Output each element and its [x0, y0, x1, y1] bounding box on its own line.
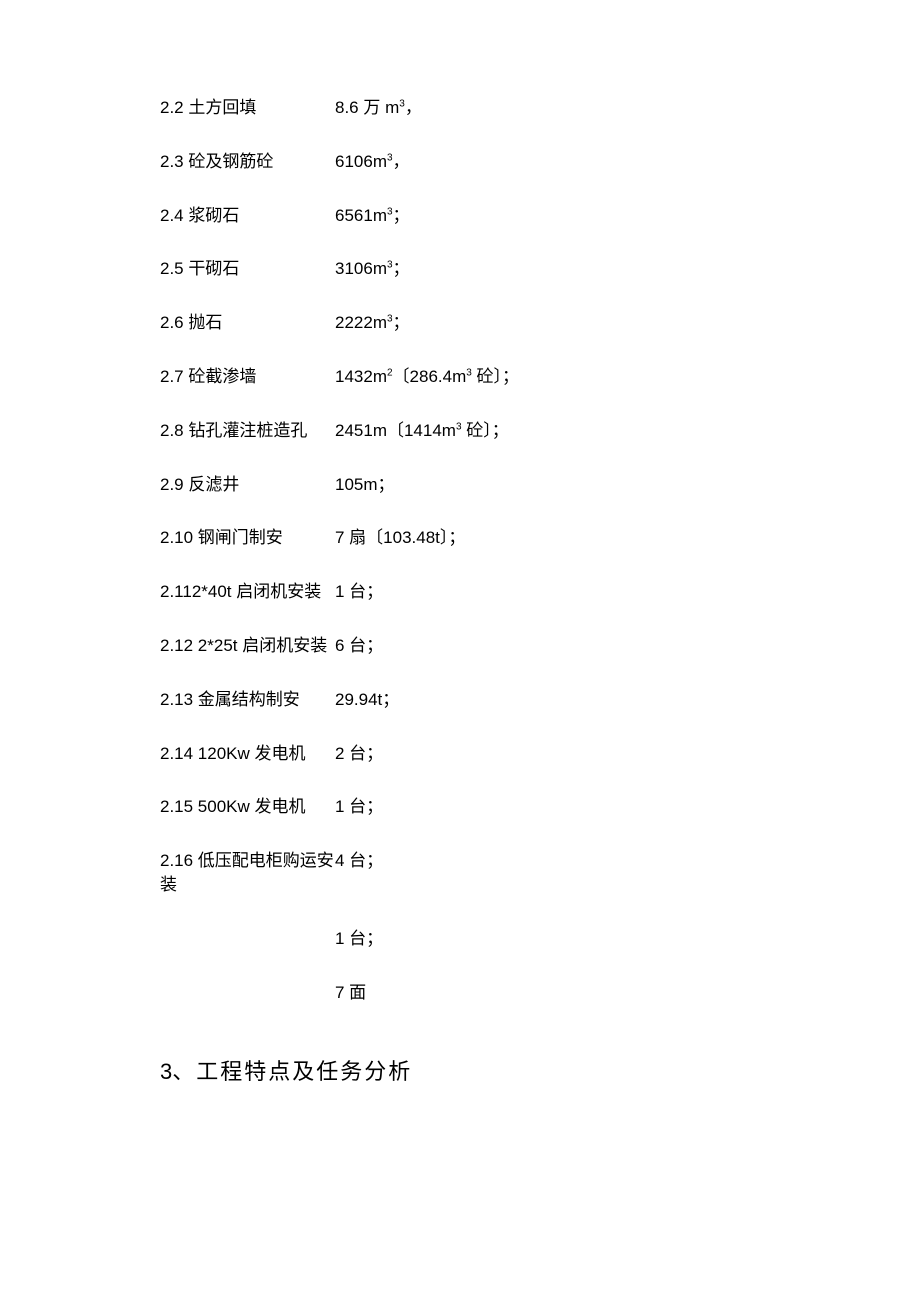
- spec-row: 7 面: [160, 981, 760, 1005]
- spec-label: 2.3 砼及钢筋砼: [160, 150, 335, 174]
- spec-value: 1 台；: [335, 927, 383, 951]
- spec-label: 2.2 土方回填: [160, 96, 335, 120]
- spec-row: 2.3 砼及钢筋砼 6106m3，: [160, 150, 760, 174]
- spec-label: 2.16 低压配电柜购运安装: [160, 849, 335, 897]
- spec-row: 2.10 钢闸门制安 7 扇〔103.48t〕；: [160, 526, 760, 550]
- spec-label: 2.14 120Kw 发电机: [160, 742, 335, 766]
- spec-value: 105m；: [335, 473, 395, 497]
- spec-row: 2.16 低压配电柜购运安装 4 台；: [160, 849, 760, 897]
- spec-value: 3106m3；: [335, 257, 410, 281]
- section-heading: 3、工程特点及任务分析: [160, 1054, 760, 1086]
- spec-label: 2.8 钻孔灌注桩造孔: [160, 419, 335, 443]
- spec-label: 2.15 500Kw 发电机: [160, 795, 335, 819]
- spec-value: 6 台；: [335, 634, 383, 658]
- spec-label: 2.5 干砌石: [160, 257, 335, 281]
- document-page: 2.2 土方回填 8.6 万 m3， 2.3 砼及钢筋砼 6106m3， 2.4…: [0, 0, 920, 1304]
- spec-row: 2.7 砼截渗墙 1432m2〔286.4m3 砼〕；: [160, 365, 760, 389]
- spec-row: 2.8 钻孔灌注桩造孔 2451m〔1414m3 砼〕；: [160, 419, 760, 443]
- spec-label: 2.4 浆砌石: [160, 204, 335, 228]
- spec-row: 2.112*40t 启闭机安装 1 台；: [160, 580, 760, 604]
- spec-value: 4 台；: [335, 849, 383, 873]
- spec-value: 7 扇〔103.48t〕；: [335, 526, 465, 550]
- spec-value: 7 面: [335, 981, 366, 1005]
- spec-label: 2.112*40t 启闭机安装: [160, 580, 335, 604]
- spec-value: 8.6 万 m3，: [335, 96, 422, 120]
- spec-value: 2 台；: [335, 742, 383, 766]
- spec-label: 2.12 2*25t 启闭机安装: [160, 634, 335, 658]
- spec-row: 2.9 反滤井 105m；: [160, 473, 760, 497]
- section-title: 、工程特点及任务分析: [172, 1059, 412, 1084]
- section-number: 3: [160, 1059, 172, 1084]
- spec-value: 2222m3；: [335, 311, 410, 335]
- spec-row: 2.14 120Kw 发电机 2 台；: [160, 742, 760, 766]
- spec-value: 1 台；: [335, 580, 383, 604]
- spec-label: 2.9 反滤井: [160, 473, 335, 497]
- spec-value: 2451m〔1414m3 砼〕；: [335, 419, 509, 443]
- spec-value: 6561m3；: [335, 204, 410, 228]
- spec-label: 2.7 砼截渗墙: [160, 365, 335, 389]
- spec-value: 1 台；: [335, 795, 383, 819]
- spec-label: 2.6 抛石: [160, 311, 335, 335]
- spec-value: 6106m3，: [335, 150, 410, 174]
- spec-row: 1 台；: [160, 927, 760, 951]
- spec-row: 2.12 2*25t 启闭机安装 6 台；: [160, 634, 760, 658]
- spec-row: 2.13 金属结构制安 29.94t；: [160, 688, 760, 712]
- spec-label: 2.13 金属结构制安: [160, 688, 335, 712]
- spec-row: 2.5 干砌石 3106m3；: [160, 257, 760, 281]
- spec-row: 2.15 500Kw 发电机 1 台；: [160, 795, 760, 819]
- spec-value: 1432m2〔286.4m3 砼〕；: [335, 365, 519, 389]
- spec-row: 2.4 浆砌石 6561m3；: [160, 204, 760, 228]
- spec-row: 2.2 土方回填 8.6 万 m3，: [160, 96, 760, 120]
- spec-row: 2.6 抛石 2222m3；: [160, 311, 760, 335]
- spec-value: 29.94t；: [335, 688, 399, 712]
- spec-label: 2.10 钢闸门制安: [160, 526, 335, 550]
